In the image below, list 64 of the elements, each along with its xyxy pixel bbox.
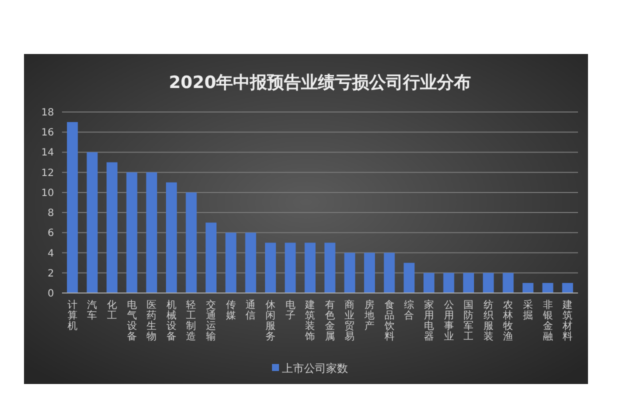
x-tick-label: 家用电器 <box>424 299 434 342</box>
x-tick-label: 食品饮料 <box>383 299 394 342</box>
bar <box>482 272 494 293</box>
x-tick-label: 非银金融 <box>542 299 553 342</box>
x-tick-label: 电子 <box>285 299 296 322</box>
x-tick-label: 医药生物 <box>146 300 157 342</box>
y-tick-label: 12 <box>41 168 54 179</box>
y-tick-label: 4 <box>48 248 54 260</box>
legend-label: 上市公司家数 <box>282 362 348 375</box>
x-tick-label: 计算机 <box>67 299 78 332</box>
bar <box>364 252 375 293</box>
x-tick-label: 化工 <box>107 299 118 322</box>
bar <box>542 282 554 293</box>
y-tick-label: 18 <box>41 108 54 118</box>
x-tick-label: 建筑装饰 <box>304 299 316 342</box>
x-tick-label: 采掘 <box>522 299 533 322</box>
y-tick-label: 8 <box>48 208 54 220</box>
bar <box>245 232 256 293</box>
bar <box>463 272 474 293</box>
x-tick-label: 公用事业 <box>444 299 454 342</box>
bar <box>404 262 415 293</box>
bar <box>66 122 78 293</box>
x-tick-label: 通信 <box>246 299 256 322</box>
x-tick-label: 轻工制造 <box>186 299 196 342</box>
y-tick-label: 2 <box>48 268 54 280</box>
x-tick-label: 汽车 <box>87 299 98 322</box>
bar <box>562 282 574 293</box>
chart-title: 2020年中报预告业绩亏损公司行业分布 <box>168 73 472 93</box>
bar <box>324 242 336 293</box>
bar <box>284 242 296 293</box>
bar <box>423 272 434 293</box>
y-tick-label: 16 <box>41 128 54 139</box>
y-tick-label: 6 <box>48 228 54 240</box>
x-tick-label: 机械设备 <box>166 299 176 342</box>
x-tick-label: 电气设备 <box>126 299 137 342</box>
x-tick-label: 房地产 <box>364 299 375 332</box>
x-tick-label: 商业贸易 <box>344 299 355 342</box>
x-tick-label: 国防军工 <box>464 300 474 342</box>
bar <box>166 182 177 293</box>
bar <box>304 242 316 293</box>
bar <box>86 152 98 293</box>
y-tick-label: 10 <box>41 188 54 199</box>
bar <box>225 232 236 293</box>
bar <box>344 252 356 293</box>
bar <box>206 222 216 293</box>
bar <box>186 192 197 293</box>
x-tick-label: 交通运输 <box>206 299 216 342</box>
x-tick-label: 综合 <box>404 299 414 322</box>
x-tick-label: 传媒 <box>226 300 236 322</box>
x-tick-label: 休闲服务 <box>265 300 276 342</box>
y-tick-label: 0 <box>48 288 54 300</box>
y-tick-label: 14 <box>41 148 54 159</box>
bar <box>106 162 118 293</box>
bar <box>384 252 395 293</box>
x-tick-label: 农林牧渔 <box>502 300 514 342</box>
bar <box>265 242 276 293</box>
bar <box>126 172 138 293</box>
bar <box>443 272 454 293</box>
bar <box>502 272 514 293</box>
bar <box>522 282 534 293</box>
x-tick-label: 纺织服装 <box>483 299 494 342</box>
x-tick-label: 建筑材料 <box>562 299 573 342</box>
bar <box>146 172 158 293</box>
x-tick-label: 有色金属 <box>324 299 335 342</box>
